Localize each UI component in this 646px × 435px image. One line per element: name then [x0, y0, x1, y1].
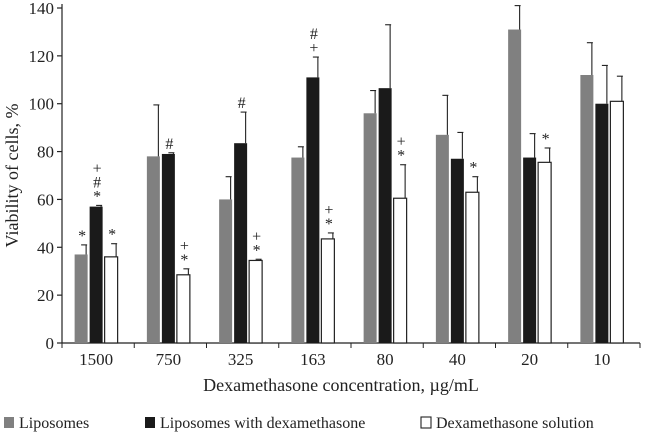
bar-liposomes-with-dexamethasone	[234, 143, 248, 343]
significance-mark: *	[180, 252, 188, 269]
bar-liposomes-with-dexamethasone	[306, 77, 320, 344]
bar-liposomes-with-dexamethasone	[523, 157, 537, 343]
x-tick-label: 163	[300, 350, 326, 369]
x-tick-label: 325	[228, 350, 254, 369]
y-tick-label: 40	[37, 238, 54, 257]
y-tick-label: 80	[37, 143, 54, 162]
x-tick-label: 1500	[79, 350, 113, 369]
significance-mark: #	[310, 26, 318, 43]
bar-dexamethasone-solution	[176, 274, 191, 344]
legend-swatch	[4, 417, 14, 428]
bar-liposomes	[508, 29, 522, 344]
bar-liposomes	[74, 254, 88, 343]
y-axis-title: Viability of cells, %	[2, 104, 22, 248]
bar-liposomes	[219, 199, 233, 343]
bar-liposomes-with-dexamethasone	[378, 88, 392, 344]
x-tick-label: 10	[593, 350, 610, 369]
significance-mark: #	[238, 95, 246, 112]
significance-mark: *	[397, 148, 405, 165]
bar-dexamethasone-solution	[248, 259, 263, 344]
legend-label: Liposomes with dexamethasone	[160, 415, 365, 432]
x-tick-label: 40	[449, 350, 466, 369]
legend-label: Liposomes	[19, 415, 89, 432]
significance-mark: *	[469, 160, 477, 177]
significance-mark: #	[93, 174, 101, 191]
bar-liposomes-with-dexamethasone	[161, 153, 175, 343]
bar-liposomes-with-dexamethasone	[595, 103, 609, 343]
bar-liposomes	[435, 134, 449, 343]
significance-mark: +	[324, 202, 333, 219]
bar-liposomes	[580, 75, 594, 343]
bar-dexamethasone-solution	[465, 191, 480, 344]
significance-mark: *	[93, 188, 101, 205]
significance-mark: *	[325, 216, 333, 233]
significance-mark: +	[397, 134, 406, 151]
bar-liposomes	[146, 156, 160, 343]
y-tick-label: 0	[46, 334, 55, 353]
bar-liposomes-with-dexamethasone	[89, 206, 103, 343]
significance-mark: *	[108, 227, 116, 244]
x-axis-title: Dexamethasone concentration, µg/mL	[203, 375, 479, 395]
significance-mark: +	[180, 238, 189, 255]
bar-liposomes	[363, 113, 377, 344]
y-tick-label: 120	[29, 47, 55, 66]
significance-mark: +	[309, 40, 318, 57]
bar-dexamethasone-solution	[104, 256, 119, 344]
significance-mark: +	[252, 228, 261, 245]
significance-mark: *	[253, 242, 261, 259]
bar-liposomes-with-dexamethasone	[450, 158, 464, 343]
bar-liposomes	[291, 157, 305, 343]
x-tick-label: 750	[156, 350, 182, 369]
bar-dexamethasone-solution	[609, 100, 624, 344]
legend-swatch	[420, 416, 432, 429]
bar-dexamethasone-solution	[393, 197, 408, 344]
significance-mark: *	[78, 228, 86, 245]
y-tick-label: 100	[29, 95, 55, 114]
legend-label: Dexamethasone solution	[436, 415, 594, 432]
x-tick-label: 20	[521, 350, 538, 369]
y-tick-label: 60	[37, 190, 54, 209]
significance-mark: #	[165, 136, 173, 153]
significance-mark: +	[93, 160, 102, 177]
bar-dexamethasone-solution	[537, 161, 552, 344]
legend-swatch	[145, 417, 155, 428]
y-tick-label: 20	[37, 286, 54, 305]
y-tick-label: 140	[29, 0, 55, 18]
x-tick-label: 80	[377, 350, 394, 369]
bar-dexamethasone-solution	[320, 238, 335, 344]
significance-mark: *	[542, 131, 550, 148]
